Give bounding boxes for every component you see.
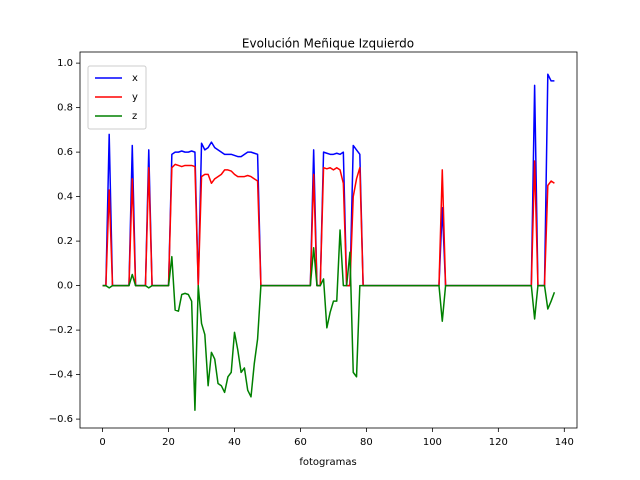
y-tick-label: 0.8 [57,103,73,114]
x-tick-label: 80 [360,437,373,448]
legend-label: y [132,92,138,103]
data-line [102,73,555,287]
legend-label: z [132,111,137,122]
data-line [102,229,556,411]
y-tick-label: 0.4 [57,192,73,203]
y-tick-label: −0.2 [49,325,73,336]
x-tick-label: 60 [294,437,307,448]
x-tick-label: 140 [555,437,574,448]
x-tick-label: 40 [228,437,241,448]
x-tick-label: 0 [99,437,105,448]
y-tick-label: 1.0 [57,58,73,69]
plot-frame [79,51,578,429]
x-tick-label: 100 [423,437,442,448]
y-tick-label: 0.0 [57,281,73,292]
legend-label: x [132,73,138,84]
y-tick-label: 0.6 [57,147,73,158]
y-tick-label: −0.6 [49,414,73,425]
chart-title: Evolución Meñique Izquierdo [242,37,414,51]
x-tick-label: 20 [162,437,175,448]
x-tick-label: 120 [489,437,508,448]
y-tick-label: 0.2 [57,236,73,247]
y-tick-label: −0.4 [49,370,73,381]
x-axis-label: fotogramas [299,457,356,468]
